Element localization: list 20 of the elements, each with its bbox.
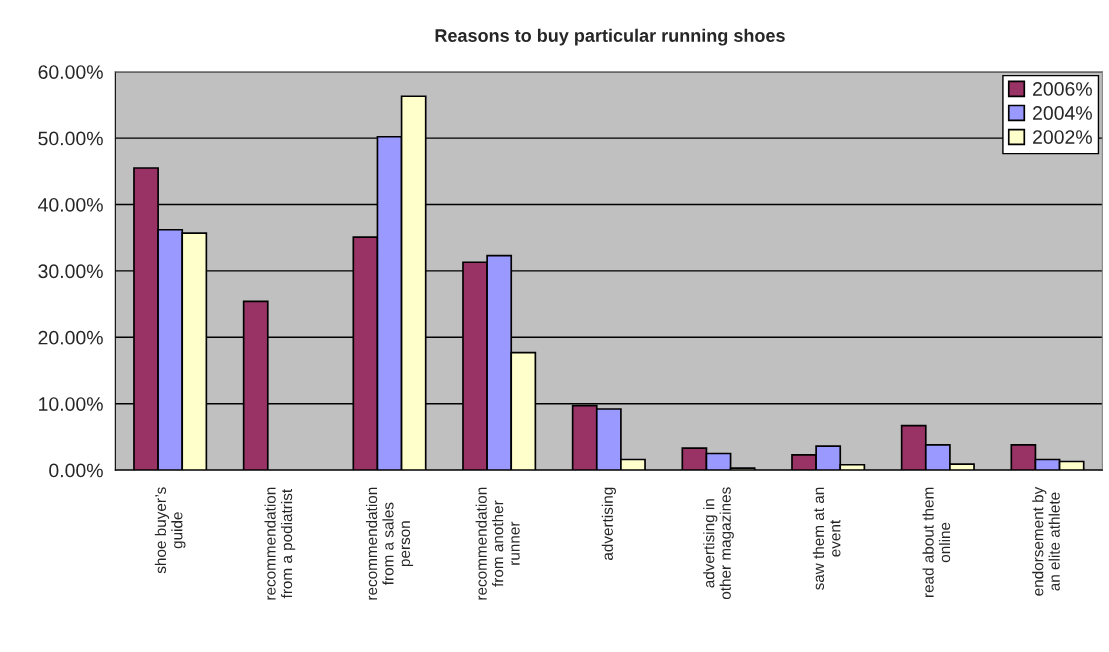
- x-tick-label: recommendation from a sales person: [365, 487, 414, 600]
- y-tick-label: 40.00%: [38, 197, 103, 212]
- y-tick-label: 0.00%: [49, 463, 103, 478]
- y-tick-label: 60.00%: [38, 65, 103, 79]
- y-tick-label: 10.00%: [39, 397, 103, 411]
- x-tick-label: recommendation from another runner: [475, 487, 520, 600]
- x-tick-label: read about them online: [922, 487, 951, 597]
- y-tick-label: 20.00%: [38, 330, 103, 345]
- legend-label: 2006%: [1033, 82, 1092, 96]
- x-tick-label: saw them at an event: [812, 487, 841, 590]
- x-tick-label: advertising in other magazines: [703, 487, 734, 600]
- x-tick-label: shoe buyer’s guide: [154, 487, 186, 574]
- x-tick-label: recommendation from a podiatrist: [264, 487, 296, 600]
- chart-title: Reasons to buy particular running shoes: [435, 28, 785, 46]
- y-tick-label: 50.00%: [38, 131, 103, 146]
- legend-label: 2002%: [1033, 130, 1092, 144]
- legend-label: 2004%: [1033, 106, 1092, 120]
- x-tick-label: advertising: [601, 487, 616, 560]
- x-tick-label: endorsement by an elite athlete: [1032, 486, 1060, 596]
- y-tick-label: 30.00%: [38, 264, 103, 279]
